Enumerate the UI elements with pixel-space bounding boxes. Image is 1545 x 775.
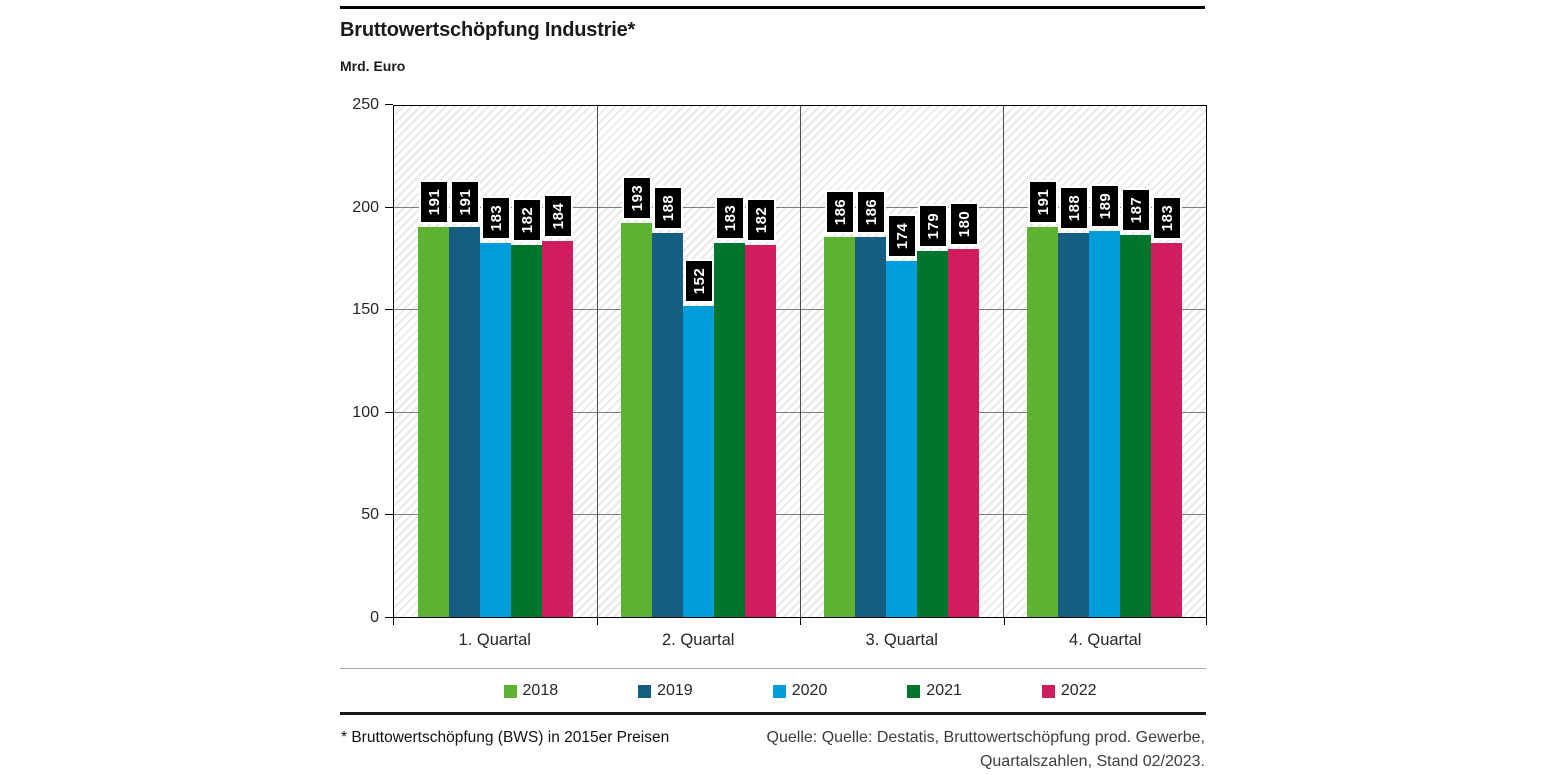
bar-2018: 186 — [824, 189, 855, 617]
x-category-label: 2. Quartal — [662, 631, 735, 649]
y-tick-label: 100 — [352, 403, 379, 421]
x-category-label: 3. Quartal — [865, 631, 938, 649]
legend-item-2021: 2021 — [907, 682, 962, 700]
legend-item-label: 2019 — [657, 682, 693, 699]
bar-value-label: 186 — [855, 189, 886, 234]
y-tick-label: 150 — [352, 301, 379, 319]
x-category-label: 1. Quartal — [458, 631, 531, 649]
legend: 2018 2019 2020 2021 2022 — [393, 675, 1207, 707]
x-axis-tick — [1003, 618, 1005, 625]
bar-value-label: 191 — [418, 179, 449, 224]
x-axis-tick — [800, 618, 801, 625]
bar-2021: 187 — [1120, 187, 1151, 617]
bar-value-label: 193 — [621, 175, 652, 220]
y-axis-tick — [385, 309, 393, 311]
x-axis-tick — [596, 618, 598, 625]
y-axis-unit-label: Mrd. Euro — [340, 58, 406, 74]
bar-value-label: 183 — [1151, 195, 1182, 240]
y-axis-tick — [385, 411, 393, 413]
bar-2022: 183 — [1151, 195, 1182, 617]
bar-value-label: 188 — [652, 185, 683, 230]
chart-content: Bruttowertschöpfung Industrie* Mrd. Euro… — [340, 0, 1207, 775]
legend-top-divider — [340, 668, 1206, 669]
bar-value-label: 182 — [745, 198, 776, 242]
bar-2019: 188 — [652, 185, 683, 617]
legend-swatch — [772, 684, 786, 698]
y-axis-tick — [385, 617, 393, 618]
bar-2021: 182 — [511, 198, 542, 617]
category-separator — [800, 106, 801, 617]
y-tick-label: 0 — [370, 609, 379, 626]
category-separator — [1003, 106, 1004, 617]
legend-item-2019: 2019 — [638, 682, 693, 700]
bar-2022: 182 — [745, 198, 776, 617]
bar-2021: 183 — [714, 195, 745, 617]
y-axis: 0 50 100 150 200 250 — [340, 96, 393, 626]
legend-item-label: 2021 — [926, 682, 962, 699]
legend-swatch — [1041, 684, 1055, 698]
y-axis-tick — [385, 514, 393, 516]
category-panel: 191 191 183 182 184 — [394, 106, 597, 617]
bar-value-label: 152 — [683, 259, 714, 304]
plot-area: 191 191 183 182 184 193 188 152 183 182 186 186 174 1… — [393, 105, 1207, 618]
legend-swatch — [503, 684, 517, 698]
bar-2020: 174 — [886, 214, 917, 617]
chart-title: Bruttowertschöpfung Industrie* — [340, 19, 636, 41]
bar-value-label: 174 — [886, 214, 917, 259]
bar-value-label: 182 — [511, 198, 542, 242]
top-divider — [340, 6, 1205, 9]
legend-item-2020: 2020 — [772, 682, 828, 700]
x-axis: 1. Quartal 2. Quartal 3. Quartal 4. Quartal — [393, 618, 1207, 663]
category-panel: 191 188 189 187 183 — [1003, 106, 1206, 617]
bar-value-label: 186 — [824, 189, 855, 234]
bar-value-label: 183 — [480, 195, 511, 240]
bar-2020: 183 — [480, 195, 511, 617]
y-tick-label: 50 — [361, 506, 379, 524]
bar-2022: 180 — [948, 202, 979, 617]
bar-2022: 184 — [542, 193, 573, 617]
bar-value-label: 180 — [948, 202, 979, 247]
bar-value-label: 188 — [1058, 185, 1089, 230]
x-axis-tick — [393, 618, 394, 625]
legend-item-label: 2022 — [1060, 682, 1097, 699]
bar-2019: 188 — [1058, 185, 1089, 617]
bar-value-label: 184 — [542, 193, 573, 238]
bar-value-label: 191 — [449, 179, 480, 224]
bar-value-label: 179 — [917, 204, 948, 249]
y-tick-label: 200 — [352, 198, 379, 216]
legend-swatch — [638, 684, 652, 698]
bar-value-label: 189 — [1089, 183, 1120, 228]
bar-2018: 191 — [1027, 179, 1058, 617]
legend-item-label: 2020 — [791, 682, 828, 699]
category-panel: 193 188 152 183 182 — [597, 106, 800, 617]
bar-2018: 193 — [621, 175, 652, 617]
bar-2020: 152 — [683, 259, 714, 617]
bar-2019: 186 — [855, 189, 886, 617]
legend-item-2018: 2018 — [503, 682, 559, 700]
category-panel: 186 186 174 179 180 — [800, 106, 1003, 617]
y-tick-label: 250 — [352, 96, 379, 113]
y-axis-tick — [385, 104, 393, 105]
source-line-2: Quartalszahlen, Stand 02/2023. — [979, 753, 1205, 770]
legend-item-2022: 2022 — [1041, 682, 1097, 700]
bar-2019: 191 — [449, 179, 480, 617]
footnote: * Bruttowertschöpfung (BWS) in 2015er Pr… — [341, 729, 670, 746]
x-axis-tick — [1206, 618, 1207, 625]
source-line-1: Quelle: Quelle: Destatis, Bruttowertschö… — [766, 729, 1205, 746]
bar-2021: 179 — [917, 204, 948, 617]
category-separator — [597, 106, 598, 617]
bar-2020: 189 — [1089, 183, 1120, 617]
legend-swatch — [907, 684, 921, 698]
bar-value-label: 183 — [714, 195, 745, 240]
source-note: Quelle: Quelle: Destatis, Bruttowertschö… — [767, 726, 1205, 774]
bar-value-label: 191 — [1027, 179, 1058, 224]
legend-item-label: 2018 — [522, 682, 559, 699]
bar-value-label: 187 — [1120, 187, 1151, 232]
y-axis-tick — [385, 206, 393, 208]
legend-bottom-divider — [340, 712, 1206, 715]
bar-2018: 191 — [418, 179, 449, 617]
x-category-label: 4. Quartal — [1069, 631, 1142, 649]
